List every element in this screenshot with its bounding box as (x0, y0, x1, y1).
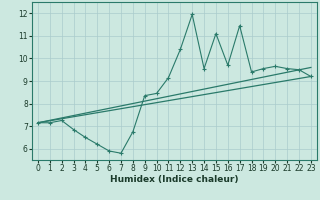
X-axis label: Humidex (Indice chaleur): Humidex (Indice chaleur) (110, 175, 239, 184)
